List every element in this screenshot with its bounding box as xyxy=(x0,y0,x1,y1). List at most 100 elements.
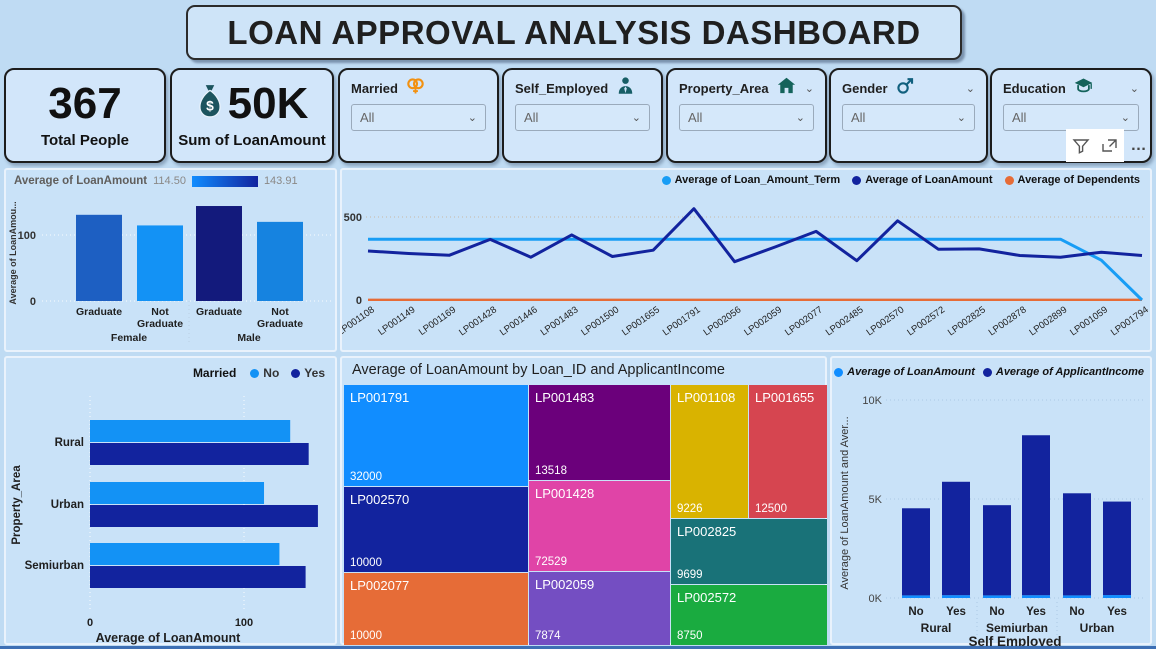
stacked-bar-segment[interactable] xyxy=(983,595,1011,598)
svg-text:LP002056: LP002056 xyxy=(702,304,744,338)
legend-dot xyxy=(852,175,862,185)
house-icon xyxy=(777,76,796,100)
legend-label: Average of Dependents xyxy=(1017,174,1140,186)
slicer-header: Self_Employed xyxy=(515,77,650,98)
stacked-bar-segment[interactable] xyxy=(1063,493,1091,596)
stacked-bar-segment[interactable] xyxy=(902,508,930,596)
svg-text:Property_Area: Property_Area xyxy=(11,465,23,545)
slicer-label: Self_Employed xyxy=(515,80,609,96)
stacked-bar-segment[interactable] xyxy=(942,595,970,598)
legend-dot xyxy=(661,175,671,185)
legend-item[interactable]: Average of LoanAmount xyxy=(852,174,993,186)
filter-icon[interactable] xyxy=(1066,129,1095,162)
slicer-dropdown[interactable]: All ⌄ xyxy=(351,104,486,131)
legend-item[interactable]: Average of Dependents xyxy=(1004,174,1140,186)
stacked-bar-segment[interactable] xyxy=(1022,435,1050,596)
tile-loan-id: LP002572 xyxy=(677,590,737,605)
bar-graduate[interactable] xyxy=(76,214,122,301)
svg-text:Graduate: Graduate xyxy=(137,318,183,330)
legend-item[interactable]: Average of Loan_Amount_Term xyxy=(661,174,840,186)
stacked-bar-segment[interactable] xyxy=(1022,595,1050,598)
stacked-bar-segment[interactable] xyxy=(942,481,970,596)
slicer-label: Education xyxy=(1003,80,1066,96)
more-options-icon[interactable]: … xyxy=(1130,136,1147,154)
stacked-bar-segment[interactable] xyxy=(902,595,930,598)
stacked-bar-segment[interactable] xyxy=(983,505,1011,596)
svg-text:Rural: Rural xyxy=(55,437,84,449)
slicer-value: All xyxy=(1012,110,1027,125)
married-legend: Married No Yes xyxy=(193,366,325,380)
slicer-dropdown[interactable]: All ⌄ xyxy=(679,104,814,131)
stacked-bar-segment[interactable] xyxy=(1103,595,1131,598)
legend-item[interactable]: Average of LoanAmount xyxy=(834,366,975,378)
treemap-tile-lp001428[interactable]: LP001428 72529 xyxy=(529,481,670,571)
hbar-semiurban-yes[interactable] xyxy=(90,566,306,588)
bar-not-graduate[interactable] xyxy=(257,221,303,301)
hbar-semiurban-no[interactable] xyxy=(90,543,280,565)
treemap-tile-lp001655[interactable]: LP001655 12500 xyxy=(749,385,827,518)
svg-text:LP001149: LP001149 xyxy=(376,304,417,337)
svg-text:LP001428: LP001428 xyxy=(457,304,499,338)
legend-item[interactable]: Average of ApplicantIncome xyxy=(982,366,1144,378)
svg-text:0: 0 xyxy=(87,617,93,629)
tile-value: 13518 xyxy=(535,465,567,477)
svg-text:Semiurban: Semiurban xyxy=(25,560,84,572)
svg-text:LP002878: LP002878 xyxy=(987,304,1029,338)
treemap-tile-lp001483[interactable]: LP001483 13518 xyxy=(529,385,670,480)
focus-mode-icon[interactable] xyxy=(1095,129,1124,162)
chevron-down-icon[interactable]: ⌄ xyxy=(804,82,814,95)
chevron-down-icon[interactable]: ⌄ xyxy=(1129,82,1139,95)
treemap-tile-lp002059[interactable]: LP002059 7874 xyxy=(529,572,670,645)
legend-item[interactable]: No xyxy=(250,366,279,380)
legend-dot xyxy=(982,367,992,377)
legend-label: Yes xyxy=(304,366,325,380)
bar-graduate[interactable] xyxy=(196,206,242,301)
tile-loan-id: LP001655 xyxy=(755,390,815,405)
line-series-0[interactable] xyxy=(368,237,1144,302)
treemap-tile-lp001791[interactable]: LP001791 32000 xyxy=(344,385,528,486)
svg-text:0: 0 xyxy=(30,296,36,308)
bar-not-graduate[interactable] xyxy=(137,225,183,301)
chart-title: Average of LoanAmount xyxy=(14,175,148,187)
svg-text:10K: 10K xyxy=(862,395,882,407)
chevron-down-icon[interactable]: ⌄ xyxy=(965,82,975,95)
avg-by-loan-id-line-chart: Average of Loan_Amount_Term Average of Lo… xyxy=(340,168,1152,352)
svg-text:LP001655: LP001655 xyxy=(620,304,662,338)
treemap-tile-lp002825[interactable]: LP002825 9699 xyxy=(671,519,827,584)
slicer-value: All xyxy=(524,110,539,125)
legend-label: Average of LoanAmount xyxy=(847,366,975,378)
slicer-value: All xyxy=(688,110,703,125)
treemap-tile-lp001108[interactable]: LP001108 9226 xyxy=(671,385,748,518)
avg-by-self-employed-stacked-chart: Average of LoanAmount Average of Applican… xyxy=(830,356,1152,647)
treemap-tile-lp002570[interactable]: LP002570 10000 xyxy=(344,487,528,572)
money-bag-icon: $ xyxy=(196,82,224,126)
slicer-value: All xyxy=(851,110,866,125)
hbar-urban-no[interactable] xyxy=(90,482,265,504)
hbar-urban-yes[interactable] xyxy=(90,505,318,527)
gradient-legend: Average of LoanAmount 114.50 143.91 xyxy=(14,175,298,187)
legend-dot xyxy=(291,368,301,378)
tile-loan-id: LP002077 xyxy=(350,578,410,593)
slicer-dropdown[interactable]: All ⌄ xyxy=(515,104,650,131)
svg-text:Semiurban: Semiurban xyxy=(986,621,1048,635)
svg-text:LP002077: LP002077 xyxy=(783,304,825,338)
stacked-bar-segment[interactable] xyxy=(1063,595,1091,598)
treemap-tile-lp002572[interactable]: LP002572 8750 xyxy=(671,585,827,645)
svg-text:LP002570: LP002570 xyxy=(864,304,906,338)
treemap-avg-loanamount-by-loan-id: Average of LoanAmount by Loan_ID and App… xyxy=(340,356,827,645)
treemap-tile-lp002077[interactable]: LP002077 10000 xyxy=(344,573,528,645)
stacked-bar-segment[interactable] xyxy=(1103,501,1131,596)
hbar-rural-no[interactable] xyxy=(90,420,291,442)
slicer-header: Property_Area ⌄ xyxy=(679,76,814,100)
slicer-dropdown[interactable]: All ⌄ xyxy=(842,104,975,131)
legend-item[interactable]: Yes xyxy=(291,366,325,380)
slicer-dropdown[interactable]: All ⌄ xyxy=(1003,104,1139,131)
stacked-chart-legend: Average of LoanAmount Average of Applican… xyxy=(834,366,1144,378)
line-series-1[interactable] xyxy=(367,207,1143,264)
svg-text:Yes: Yes xyxy=(946,606,966,618)
slicer-married: Married All ⌄ xyxy=(338,68,499,163)
svg-text:Average of LoanAmount: Average of LoanAmount xyxy=(96,631,242,645)
tile-loan-id: LP002059 xyxy=(535,577,595,592)
hbar-rural-yes[interactable] xyxy=(90,443,309,465)
slicer-property_area: Property_Area ⌄ All ⌄ xyxy=(666,68,827,163)
